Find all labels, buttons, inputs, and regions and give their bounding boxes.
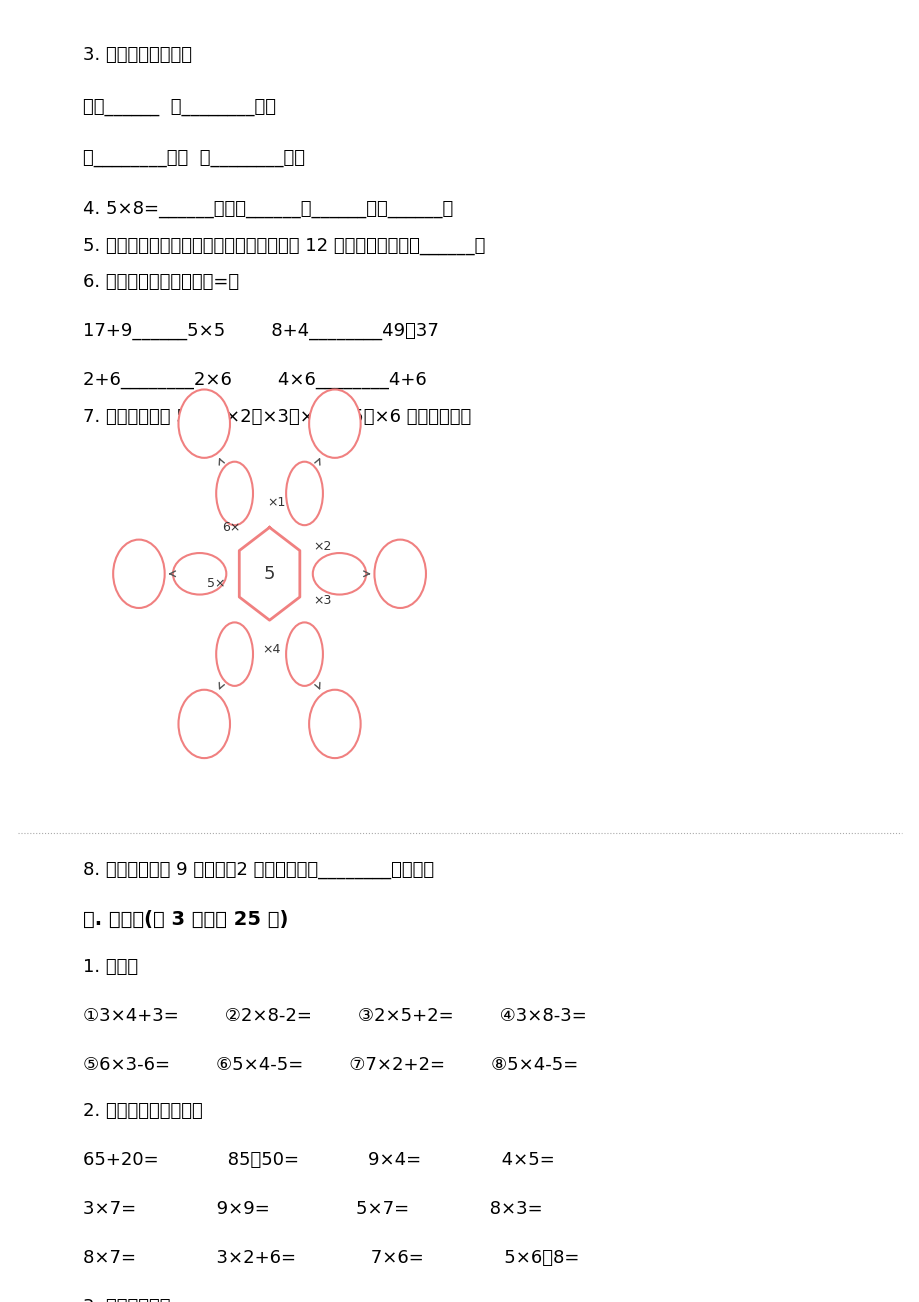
Text: 65+20=            85－50=            9×4=              4×5=: 65+20= 85－50= 9×4= 4×5=: [83, 1151, 554, 1169]
Text: 5. 在一个乘法算式里，积是其中一个因数的 12 倍，另一个因数是______。: 5. 在一个乘法算式里，积是其中一个因数的 12 倍，另一个因数是______。: [83, 237, 484, 255]
Ellipse shape: [286, 462, 323, 525]
Text: 8×7=              3×2+6=             7×6=              5×6－8=: 8×7= 3×2+6= 7×6= 5×6－8=: [83, 1249, 579, 1267]
Circle shape: [113, 539, 165, 608]
Text: 四. 计算题(共 3 题，共 25 分): 四. 计算题(共 3 题，共 25 分): [83, 910, 288, 928]
Ellipse shape: [286, 622, 323, 686]
Text: ⑤6×3-6=        ⑥5×4-5=        ⑦7×2+2=        ⑧5×4-5=: ⑤6×3-6= ⑥5×4-5= ⑦7×2+2= ⑧5×4-5=: [83, 1056, 577, 1074]
Text: 8. 一个盘子里有 9 个桃子，2 个盘子里共有________个桃子。: 8. 一个盘子里有 9 个桃子，2 个盘子里共有________个桃子。: [83, 861, 434, 879]
Text: ×3: ×3: [313, 594, 332, 607]
Text: 17+9______5×5        8+4________49－37: 17+9______5×5 8+4________49－37: [83, 323, 438, 340]
Ellipse shape: [173, 553, 226, 595]
Text: 1. 计算。: 1. 计算。: [83, 958, 138, 976]
Circle shape: [178, 389, 230, 458]
Text: 6×: 6×: [221, 521, 240, 534]
Circle shape: [309, 389, 360, 458]
Ellipse shape: [216, 622, 253, 686]
Text: 4. 5×8=______，读作______乘______等于______。: 4. 5×8=______，读作______乘______等于______。: [83, 201, 452, 219]
Text: ①3×4+3=        ②2×8-2=        ③2×5+2=        ④3×8-3=: ①3×4+3= ②2×8-2= ③2×5+2= ④3×8-3=: [83, 1008, 586, 1025]
Circle shape: [309, 690, 360, 758]
Text: 2+6________2×6        4×6________4+6: 2+6________2×6 4×6________4+6: [83, 371, 426, 389]
Text: 6. 在横线上填上＞、＜或=。: 6. 在横线上填上＞、＜或=。: [83, 273, 239, 292]
Ellipse shape: [216, 462, 253, 525]
Text: 5×: 5×: [207, 577, 225, 590]
Text: 7. 我会填。（按 5×1、×2、×3、×4、×5、×6 的顺序填写）: 7. 我会填。（按 5×1、×2、×3、×4、×5、×6 的顺序填写）: [83, 408, 471, 426]
Text: 5: 5: [264, 565, 275, 583]
Text: ×4: ×4: [262, 643, 280, 656]
Circle shape: [374, 539, 425, 608]
Text: 3. 把口诀补充完整。: 3. 把口诀补充完整。: [83, 47, 191, 64]
Text: ×1: ×1: [267, 496, 286, 509]
Text: 3×7=              9×9=               5×7=              8×3=: 3×7= 9×9= 5×7= 8×3=: [83, 1200, 542, 1219]
Ellipse shape: [312, 553, 366, 595]
Text: 二________十四  二________得六: 二________十四 二________得六: [83, 148, 304, 167]
Text: ×2: ×2: [313, 540, 332, 553]
Text: 二九______  二________得四: 二九______ 二________得四: [83, 98, 276, 116]
Text: 3. 看图写算式。: 3. 看图写算式。: [83, 1298, 170, 1302]
Text: 2. 看谁算得又对又快。: 2. 看谁算得又对又快。: [83, 1103, 202, 1121]
Circle shape: [178, 690, 230, 758]
